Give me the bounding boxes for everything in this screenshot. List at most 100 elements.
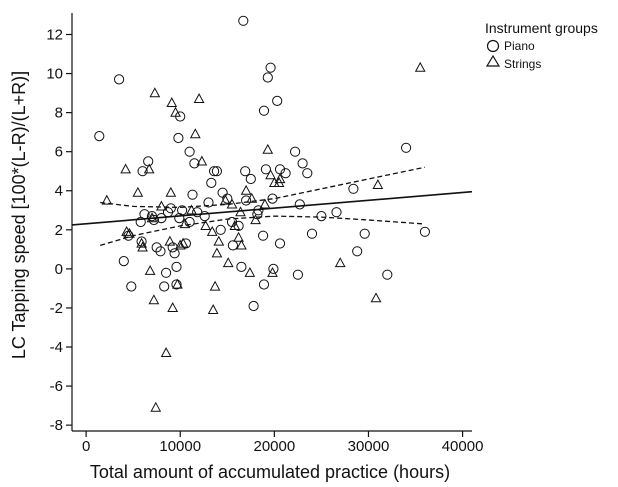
piano-point [294, 199, 305, 210]
y-axis: -8 -6 -4 -2 0 2 4 6 8 10 12 [46, 26, 72, 434]
piano-point [331, 207, 342, 218]
strings-point [189, 128, 201, 139]
strings-point [211, 247, 223, 258]
strings-point [150, 401, 162, 412]
piano-point [262, 72, 273, 83]
strings-point [177, 237, 189, 248]
piano-point [155, 246, 166, 257]
x-tick-label: 40000 [442, 438, 484, 455]
strings-point [137, 241, 148, 252]
piano-point [274, 238, 286, 249]
strings-point [240, 184, 252, 195]
piano-point [236, 261, 247, 272]
strings-point [124, 227, 135, 238]
piano-point [165, 203, 176, 214]
strings-point [132, 186, 144, 197]
legend-strings-label: Strings [504, 57, 541, 71]
strings-point [274, 173, 286, 184]
legend-title: Instrument groups [485, 20, 598, 36]
piano-point [227, 240, 238, 251]
y-tick-label: 10 [46, 66, 63, 83]
legend-strings-marker-icon [485, 54, 501, 67]
strings-point [193, 93, 205, 103]
piano-point [297, 158, 308, 169]
strings-point [265, 169, 276, 180]
legend: Instrument groups Piano Strings [485, 20, 598, 71]
strings-point [250, 214, 261, 225]
piano-point [206, 177, 217, 188]
piano-point [258, 279, 270, 290]
strings-point [166, 97, 178, 107]
strings-point [213, 235, 225, 246]
strings-point [179, 218, 191, 229]
piano-point [174, 213, 185, 224]
strings-point [101, 194, 113, 205]
piano-point [211, 166, 222, 177]
y-tick-label: -2 [50, 300, 63, 317]
y-tick-label: 8 [55, 105, 63, 122]
piano-point [382, 269, 393, 280]
piano-point [156, 213, 167, 224]
piano-point [184, 216, 195, 228]
strings-point [156, 200, 167, 211]
piano-point [245, 173, 256, 185]
piano-point [267, 193, 278, 204]
strings-point [334, 257, 346, 268]
piano-point [161, 267, 172, 278]
piano-point [359, 228, 370, 239]
x-tick-label: 30000 [348, 438, 390, 455]
strings-point [172, 278, 183, 289]
piano-point [94, 131, 105, 142]
strings-point [233, 231, 244, 242]
strings-point [121, 225, 132, 236]
x-tick-label: 20000 [253, 438, 295, 455]
strings-point [170, 106, 181, 117]
piano-point [173, 132, 184, 144]
strings-point [167, 302, 179, 312]
piano-point [306, 228, 318, 239]
strings-point [236, 239, 247, 250]
y-tick-label: -6 [50, 378, 63, 395]
piano-point [253, 205, 264, 216]
piano-point [126, 281, 137, 292]
data-points [94, 15, 430, 412]
strings-point [262, 143, 274, 154]
piano-point [137, 166, 148, 177]
piano-point [148, 214, 159, 226]
strings-point [209, 280, 221, 291]
strings-point [144, 264, 156, 275]
strings-point [207, 304, 219, 314]
strings-point [148, 294, 160, 305]
piano-point [268, 263, 279, 274]
fit-lines [71, 166, 473, 247]
piano-point [199, 211, 210, 222]
strings-point [222, 257, 234, 268]
strings-point [229, 220, 241, 230]
piano-point [241, 195, 252, 206]
piano-point [184, 146, 195, 157]
piano-point [151, 242, 162, 253]
piano-point [118, 256, 129, 267]
legend-piano-marker-icon [486, 39, 500, 53]
x-tick-label: 10000 [159, 438, 201, 455]
strings-point [165, 186, 177, 197]
strings-point [196, 155, 208, 166]
piano-point [290, 146, 301, 157]
ci-upper-curve [100, 166, 426, 209]
strings-point [160, 347, 172, 357]
strings-point [143, 163, 155, 174]
piano-point [265, 62, 276, 73]
y-axis-title: LC Tapping speed [100*(L-R)/(L+R)] [9, 71, 29, 359]
plot-frame [71, 13, 472, 432]
piano-point [258, 105, 270, 116]
piano-point [302, 168, 313, 179]
piano-point [280, 168, 291, 179]
y-tick-label: 4 [55, 183, 63, 200]
strings-point [220, 194, 231, 205]
strings-point [372, 179, 384, 189]
strings-point [246, 192, 258, 203]
y-tick-label: 6 [55, 144, 63, 161]
piano-point [169, 248, 180, 259]
piano-point [348, 183, 359, 194]
